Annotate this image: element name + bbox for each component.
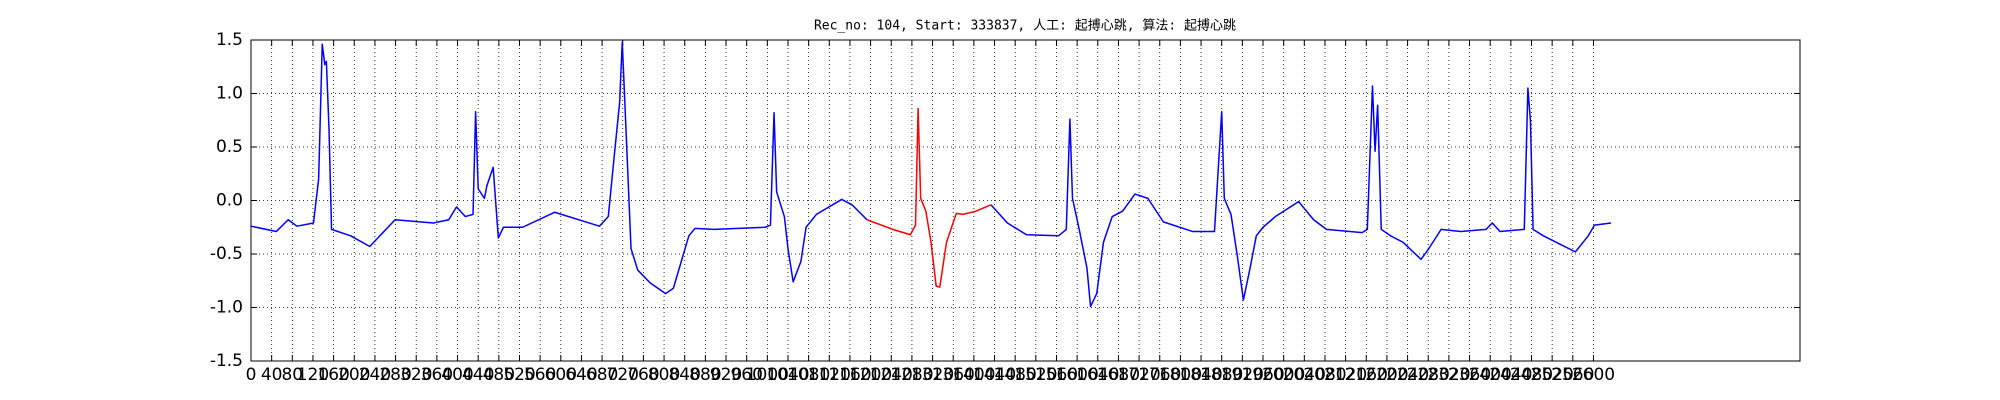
x-tick-label: 1040: [766, 365, 809, 385]
x-tick-label: 1400: [952, 365, 995, 385]
x-tick-label: 520: [503, 365, 535, 385]
x-tick-label: 480: [483, 365, 515, 385]
x-tick-label: 1080: [787, 365, 830, 385]
x-tick-label: 1840: [1179, 365, 1222, 385]
y-tick-label: -1.0: [210, 298, 243, 318]
x-tick-label: 1880: [1200, 365, 1243, 385]
plot-frame: [250, 39, 1801, 362]
x-tick-label: 280: [379, 365, 411, 385]
x-tick-label: 1680: [1097, 365, 1140, 385]
x-tick-label: 2240: [1386, 365, 1429, 385]
y-tick-label: 0.5: [216, 137, 243, 157]
series-line: [866, 107, 992, 288]
x-tick-label: 1320: [911, 365, 954, 385]
y-tick-label: -1.5: [210, 351, 243, 371]
x-tick-label: 1920: [1221, 365, 1264, 385]
x-tick-label: 920: [710, 365, 742, 385]
x-tick-label: 160: [317, 365, 349, 385]
x-tick-label: 2480: [1510, 365, 1553, 385]
x-tick-label: 440: [462, 365, 494, 385]
x-tick-label: 1760: [1138, 365, 1181, 385]
x-tick-label: 2040: [1283, 365, 1326, 385]
x-tick-label: 1240: [870, 365, 913, 385]
x-tick-label: 1560: [1035, 365, 1078, 385]
x-tick-label: 1600: [1056, 365, 1099, 385]
x-tick-label: 1360: [932, 365, 975, 385]
x-tick-label: 240: [359, 365, 391, 385]
x-tick-label: 2440: [1489, 365, 1532, 385]
y-tick-label: -0.5: [210, 244, 243, 264]
x-tick-label: 2000: [1262, 365, 1305, 385]
x-tick-label: 680: [586, 365, 618, 385]
x-tick-label: 2080: [1303, 365, 1346, 385]
x-tick-label: 80: [281, 365, 303, 385]
x-tick-label: 640: [565, 365, 597, 385]
x-tick-label: 1120: [808, 365, 851, 385]
x-tick-label: 2560: [1551, 365, 1594, 385]
x-tick-label: 1640: [1076, 365, 1119, 385]
x-tick-label: 400: [441, 365, 473, 385]
x-tick-label: 1520: [1014, 365, 1057, 385]
chart-title: Rec_no: 104, Start: 333837, 人工: 起搏心跳, 算法…: [814, 18, 1236, 34]
x-tick-label: 960: [730, 365, 762, 385]
x-tick-label: 880: [689, 365, 721, 385]
x-tick-label: 1720: [1117, 365, 1160, 385]
x-tick-label: 200: [338, 365, 370, 385]
x-tick-label: 600: [545, 365, 577, 385]
x-tick-label: 0: [246, 365, 257, 385]
x-tick-label: 2280: [1407, 365, 1450, 385]
series-line: [250, 41, 1612, 308]
x-tick-label: 1480: [994, 365, 1037, 385]
x-tick-label: 2120: [1324, 365, 1367, 385]
x-tick-label: 2200: [1365, 365, 1408, 385]
x-tick-label: 2360: [1448, 365, 1491, 385]
x-tick-label: 840: [668, 365, 700, 385]
x-tick-label: 360: [421, 365, 453, 385]
x-tick-label: 2600: [1572, 365, 1615, 385]
x-tick-label: 1160: [828, 365, 871, 385]
x-tick-label: 2160: [1345, 365, 1388, 385]
y-tick-label: 0.0: [216, 191, 243, 211]
x-tick-label: 1280: [890, 365, 933, 385]
x-tick-label: 1200: [849, 365, 892, 385]
x-tick-label: 2320: [1427, 365, 1470, 385]
x-tick-label: 320: [400, 365, 432, 385]
y-tick-label: 1.0: [216, 84, 243, 104]
x-tick-label: 760: [627, 365, 659, 385]
x-tick-label: 2400: [1469, 365, 1512, 385]
x-tick-label: 2520: [1531, 365, 1574, 385]
x-tick-label: 1000: [746, 365, 789, 385]
x-tick-label: 40: [261, 365, 283, 385]
y-tick-label: 1.5: [216, 30, 243, 50]
x-tick-label: 560: [524, 365, 556, 385]
x-tick-label: 1800: [1159, 365, 1202, 385]
x-tick-label: 800: [648, 365, 680, 385]
x-tick-label: 120: [297, 365, 329, 385]
x-tick-label: 720: [607, 365, 639, 385]
x-tick-label: 1440: [973, 365, 1016, 385]
x-tick-label: 1960: [1241, 365, 1284, 385]
